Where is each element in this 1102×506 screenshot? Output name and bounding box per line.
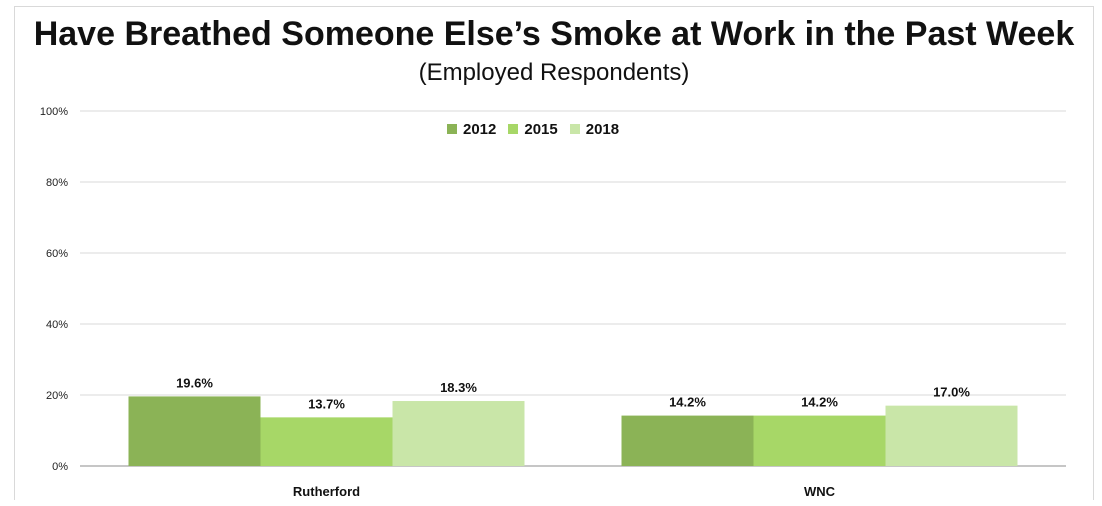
x-category-label: WNC	[804, 484, 836, 499]
y-tick-label: 20%	[46, 390, 68, 402]
data-label: 17.0%	[933, 385, 970, 400]
y-tick-label: 80%	[46, 177, 68, 189]
data-label: 13.7%	[308, 396, 345, 411]
legend-label-2018: 2018	[585, 120, 620, 138]
chart-subtitle: (Employed Respondents)	[418, 59, 690, 86]
legend-item-2018: 2018	[569, 120, 620, 138]
data-label: 14.2%	[801, 395, 838, 410]
y-tick-label: 100%	[40, 106, 68, 118]
bar-2015-rutherford	[260, 417, 393, 466]
y-tick-label: 60%	[46, 248, 68, 260]
bar-2018-wnc	[885, 405, 1018, 466]
x-category-label: Rutherford	[293, 484, 360, 499]
chart-frame	[14, 6, 1094, 500]
chart-title: Have Breathed Someone Else’s Smoke at Wo…	[33, 15, 1075, 53]
y-tick-label: 40%	[46, 319, 68, 331]
legend-label-2012: 2012	[463, 120, 497, 138]
legend-item-2015: 2015	[508, 120, 558, 138]
y-tick-label: 0%	[52, 461, 68, 473]
data-label: 18.3%	[440, 380, 477, 395]
legend-label-2015: 2015	[524, 120, 558, 138]
chart-legend: 2012 2015 2018	[447, 119, 619, 139]
legend-swatch-2012	[447, 124, 457, 134]
legend-swatch-2018	[569, 124, 580, 134]
bar-2018-rutherford	[392, 401, 525, 466]
bar-2012-wnc	[621, 415, 754, 466]
data-label: 19.6%	[176, 375, 213, 390]
bar-2012-rutherford	[128, 396, 261, 466]
legend-swatch-2015	[508, 124, 519, 134]
data-label: 14.2%	[669, 395, 706, 410]
bar-2015-wnc	[753, 415, 886, 466]
legend-item-2012: 2012	[447, 121, 496, 138]
